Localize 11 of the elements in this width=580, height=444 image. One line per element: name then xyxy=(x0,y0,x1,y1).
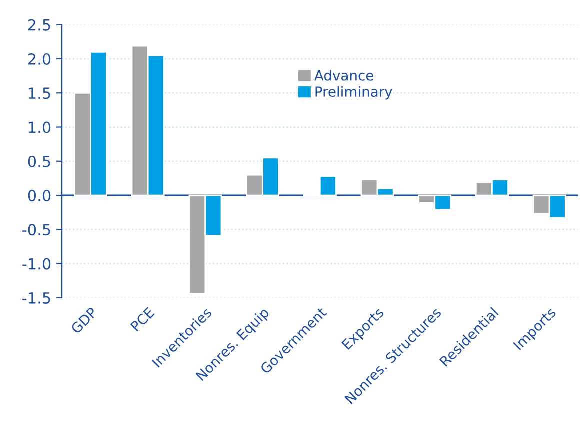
y-tick-label: -1.5 xyxy=(22,292,50,304)
y-tick-label: -0.5 xyxy=(22,224,50,236)
y-tick-label: 1.5 xyxy=(29,88,50,100)
y-tick-label: 2.5 xyxy=(28,19,50,31)
y-tick-label: 2.0 xyxy=(28,53,51,66)
legend-label: Preliminary xyxy=(316,86,392,100)
legend-label: Advance xyxy=(314,70,374,81)
y-tick-label: 0.5 xyxy=(28,156,50,168)
y-tick-label: 0.0 xyxy=(28,190,51,202)
y-tick-label: -1.0 xyxy=(22,258,51,270)
y-tick-label: 1.0 xyxy=(29,122,51,134)
